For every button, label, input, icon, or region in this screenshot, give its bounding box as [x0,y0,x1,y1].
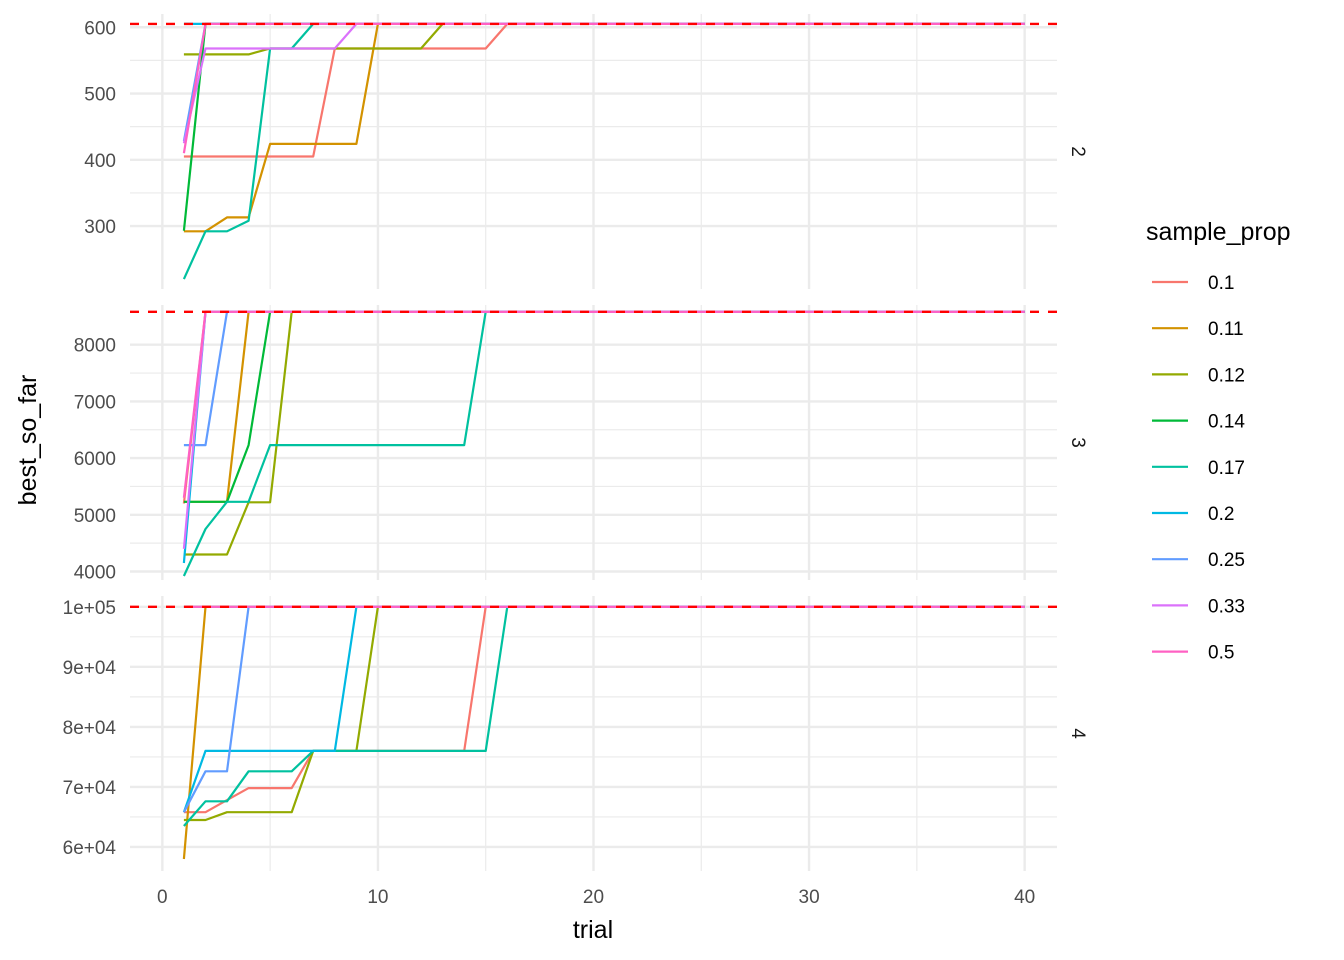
legend: sample_prop 0.10.110.120.140.170.20.250.… [1146,218,1291,664]
series-line-0_5 [182,22,1025,154]
y-tick-label: 8e+04 [63,718,117,739]
y-tick-label: 300 [84,217,116,238]
facet-panel-4: 6e+04 7e+04 8e+04 9e+04 1e+05 4 [63,596,1088,871]
facet-strip-label: 3 [1067,437,1088,448]
x-axis: 0 10 20 30 40 [157,887,1035,908]
y-tick-label: 5000 [74,506,116,527]
facet-strip-label: 2 [1067,146,1088,157]
legend-label-0_11: 0.11 [1208,319,1244,340]
series-line-0_25 [182,605,1025,813]
legend-label-0_17: 0.17 [1208,458,1245,479]
y-tick-label: 4000 [74,562,116,583]
series-line-0_1 [183,605,1025,814]
y-tick-label: 8000 [74,336,116,357]
legend-label-0_25: 0.25 [1208,550,1245,571]
series-line-0_17 [182,310,1025,577]
facet-panels: 300 400 500 600 2 4000 5000 6000 7000 8000 3 6e+04 7… [63,14,1088,871]
y-tick-label: 600 [84,18,116,39]
y-tick-label: 7e+04 [63,778,117,799]
series-line-0_14 [183,310,1025,503]
series-line-0_25 [182,22,1025,142]
legend-label-0_5: 0.5 [1208,643,1234,664]
y-axis-title: best_so_far [14,375,42,506]
facet-panel-3: 4000 5000 6000 7000 8000 3 [74,305,1088,583]
legend-label-0_2: 0.2 [1208,504,1234,525]
x-tick-label: 30 [799,887,820,908]
x-tick-label: 20 [583,887,604,908]
series-line-0_12 [183,605,1025,822]
facet-panel-2: 300 400 500 600 2 [84,14,1088,289]
y-tick-label: 6000 [74,449,116,470]
series-line-0_12 [183,310,1025,556]
legend-items: 0.1 0.11 0.12 0.14 0.17 0.2 0.25 0.33 0.5 [1152,273,1245,664]
legend-label-0_1: 0.1 [1208,273,1234,294]
series-line-0_11 [183,310,1025,503]
legend-label-0_33: 0.33 [1208,596,1245,617]
series-line-0_1 [183,22,1025,158]
x-tick-label: 0 [157,887,168,908]
y-tick-label: 1e+05 [63,598,116,619]
y-tick-label: 400 [84,151,116,172]
series-line-0_2 [182,605,1025,813]
series-line-0_14 [182,22,1025,231]
series-line-0_2 [182,310,1025,564]
legend-title: sample_prop [1146,218,1291,246]
y-tick-label: 9e+04 [63,658,117,679]
x-tick-label: 40 [1014,887,1035,908]
x-tick-label: 10 [367,887,388,908]
series-line-0_25 [183,310,1025,447]
series-line-0_17 [182,22,1025,280]
legend-label-0_14: 0.14 [1208,412,1245,433]
series-line-0_5 [182,310,1025,498]
facet-strip-label: 4 [1067,728,1088,739]
series-line-0_33 [182,22,1025,144]
series-line-0_11 [183,22,1025,233]
series-line-0_17 [183,605,1025,827]
legend-label-0_12: 0.12 [1208,365,1245,386]
x-axis-title: trial [573,916,613,944]
series-line-0_1 [182,310,1025,504]
series-line-0_11 [182,605,1025,860]
y-tick-label: 6e+04 [63,838,117,859]
y-tick-label: 7000 [74,392,116,413]
y-tick-label: 500 [84,85,116,106]
